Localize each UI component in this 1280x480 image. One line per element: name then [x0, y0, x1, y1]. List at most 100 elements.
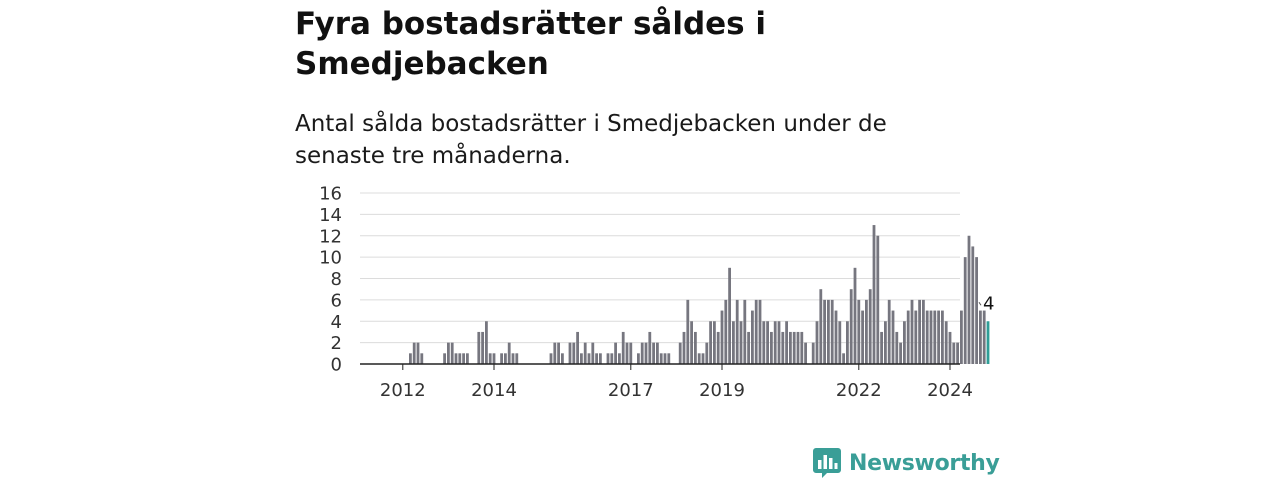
- bar: [815, 321, 819, 364]
- bar: [758, 299, 762, 364]
- bar: [663, 353, 667, 364]
- bar-series: [409, 225, 990, 364]
- y-tick-label: 12: [319, 226, 342, 247]
- bar: [648, 331, 652, 364]
- bar: [849, 289, 853, 364]
- bar: [830, 299, 834, 364]
- bar: [454, 353, 458, 364]
- bar: [903, 321, 906, 364]
- bar: [412, 342, 416, 364]
- bar: [504, 353, 507, 364]
- bar: [914, 310, 918, 364]
- bar: [743, 299, 747, 364]
- bar: [811, 342, 815, 364]
- x-tick-label: 2022: [836, 380, 882, 401]
- bar: [861, 310, 864, 364]
- bar: [466, 353, 469, 364]
- bar: [682, 331, 686, 364]
- bar: [872, 225, 876, 364]
- bar: [678, 342, 682, 364]
- bar: [789, 331, 792, 364]
- bar: [618, 353, 621, 364]
- newsworthy-logo[interactable]: Newsworthy: [813, 446, 1000, 480]
- bar: [637, 353, 640, 364]
- highlight-value-label: 4: [983, 293, 994, 314]
- bar: [587, 353, 591, 364]
- bar: [796, 331, 800, 364]
- y-tick-label: 2: [331, 333, 342, 354]
- bar: [488, 353, 492, 364]
- bar: [515, 353, 519, 364]
- bar: [701, 353, 705, 364]
- bar: [420, 353, 424, 364]
- bar: [963, 257, 967, 364]
- bar: [975, 257, 978, 364]
- bar: [625, 342, 629, 364]
- bar: [713, 321, 716, 364]
- x-tick-label: 2024: [927, 380, 973, 401]
- bar: [754, 299, 758, 364]
- bar: [887, 299, 891, 364]
- bar: [507, 342, 511, 364]
- bar: [572, 342, 576, 364]
- bar: [895, 331, 899, 364]
- bar: [416, 342, 420, 364]
- bar: [929, 310, 933, 364]
- bar: [751, 310, 754, 364]
- bar: [553, 342, 557, 364]
- annotations: 4: [978, 293, 994, 314]
- bar: [747, 331, 750, 364]
- bar: [458, 353, 462, 364]
- bar: [724, 299, 728, 364]
- y-tick-label: 4: [331, 312, 342, 333]
- bar: [705, 342, 709, 364]
- bar: [481, 331, 484, 364]
- bar: [770, 331, 773, 364]
- bar: [583, 342, 587, 364]
- bar: [884, 321, 887, 364]
- bar: [868, 289, 872, 364]
- x-axis-labels: 2012 2014 2017 2019 2022 2024: [380, 380, 973, 401]
- x-tick-label: 2014: [471, 380, 517, 401]
- newsworthy-logo-icon: [813, 448, 841, 478]
- bar: [857, 299, 861, 364]
- bar: [846, 321, 849, 364]
- bar: [492, 353, 496, 364]
- bar: [591, 342, 595, 364]
- bar: [933, 310, 937, 364]
- bar: [644, 342, 648, 364]
- bar: [667, 353, 671, 364]
- bar: [842, 353, 845, 364]
- bar: [450, 342, 454, 364]
- bar: [773, 321, 777, 364]
- bar: [735, 299, 739, 364]
- bar: [777, 321, 781, 364]
- x-tick-label: 2012: [380, 380, 426, 401]
- bar: [659, 353, 663, 364]
- x-tick-label: 2017: [608, 380, 654, 401]
- bar: [652, 342, 655, 364]
- bar: [599, 353, 602, 364]
- bar: [956, 342, 959, 364]
- bar: [462, 353, 465, 364]
- bar: [477, 331, 481, 364]
- bar: [697, 353, 701, 364]
- bar: [720, 310, 724, 364]
- bar: [906, 310, 910, 364]
- bar: [910, 299, 914, 364]
- bar: [979, 310, 982, 364]
- bar: [716, 331, 720, 364]
- y-tick-label: 0: [331, 355, 342, 376]
- bar: [967, 235, 971, 364]
- y-tick-label: 14: [319, 205, 342, 226]
- chart-title: Fyra bostadsrätter såldes i Smedjebacken: [295, 6, 767, 82]
- bar: [952, 342, 956, 364]
- bar: [580, 353, 583, 364]
- annotation-tick: [978, 301, 982, 306]
- bar: [899, 342, 902, 364]
- newsworthy-logo-text: Newsworthy: [849, 450, 1000, 476]
- bar: [971, 246, 975, 364]
- bar: [941, 310, 944, 364]
- chart-subtitle: Antal sålda bostadsrätter i Smedjebacken…: [295, 111, 887, 169]
